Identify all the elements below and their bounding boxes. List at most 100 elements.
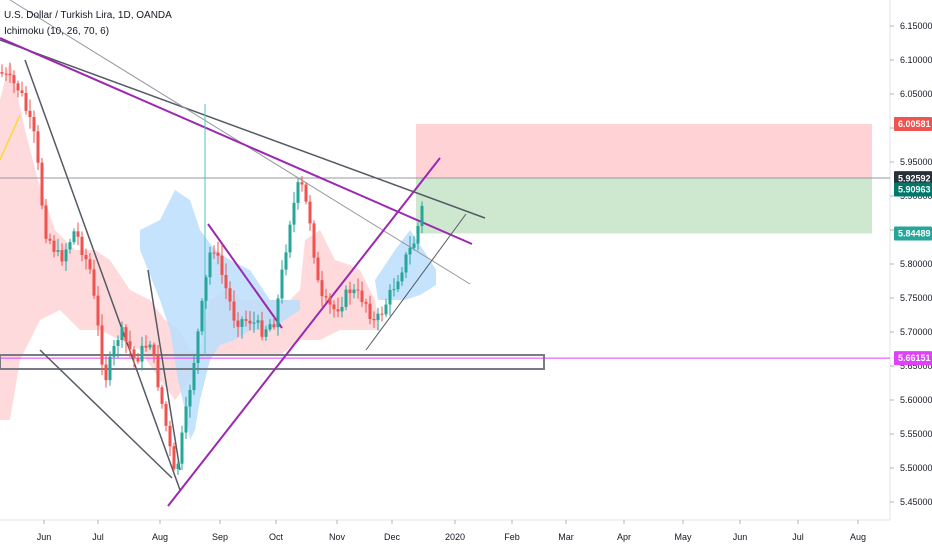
candle-body [276, 298, 280, 328]
candle [96, 285, 100, 337]
candle-body [164, 403, 168, 426]
candle [372, 311, 376, 328]
candle [420, 201, 424, 234]
candle [156, 345, 160, 391]
y-tick-label: 5.55000 [900, 429, 932, 439]
candle [164, 401, 168, 432]
candle-body [116, 339, 120, 347]
candle [260, 311, 264, 341]
x-tick-label: Jun [37, 532, 52, 542]
candle [220, 244, 224, 284]
candle-body [136, 357, 140, 362]
candle-body [32, 117, 36, 132]
candle-body [188, 390, 192, 407]
candle-body [28, 110, 32, 118]
candle-body [180, 432, 184, 464]
falling-wedge-upper [24, 59, 181, 491]
candle [276, 294, 280, 336]
candle-body [0, 72, 4, 74]
candle [212, 245, 216, 259]
candle [116, 335, 120, 358]
candle [300, 176, 304, 192]
candle [296, 178, 300, 210]
candle [36, 125, 40, 171]
candle [364, 298, 368, 313]
price-label-bg [894, 351, 932, 366]
price-label-text: 5.66151 [898, 353, 931, 363]
x-tick-label: Feb [504, 532, 520, 542]
candle [132, 346, 136, 368]
price-label: 6.00581 [894, 117, 932, 132]
falling-wedge-lower [39, 349, 173, 479]
candle-body [412, 243, 416, 248]
y-tick-label: 5.95000 [900, 157, 932, 167]
candle-body [388, 289, 392, 305]
candle-body [284, 252, 288, 270]
candle [24, 86, 28, 115]
candle-body [132, 349, 136, 358]
candle-body [208, 252, 212, 278]
candle-body [212, 252, 216, 254]
candle-body [92, 269, 96, 296]
risk-zone [416, 178, 872, 234]
candle-body [248, 320, 252, 324]
candle [176, 460, 180, 475]
candle-body [268, 324, 272, 330]
candle-body [420, 205, 424, 226]
y-tick-label: 6.05000 [900, 89, 932, 99]
candle [216, 241, 220, 265]
candle [144, 335, 148, 352]
price-label-bg [894, 226, 932, 241]
x-tick-label: Aug [152, 532, 168, 542]
candle [388, 284, 392, 316]
candle [28, 99, 32, 129]
candle-body [12, 75, 16, 84]
candle-body [232, 301, 236, 321]
candle-body [260, 320, 264, 337]
candle-body [16, 83, 20, 91]
candle [404, 251, 408, 278]
x-tick-label: Mar [558, 532, 574, 542]
candle-body [224, 274, 228, 289]
candle [312, 220, 316, 264]
candle-body [292, 202, 296, 225]
candle-body [52, 240, 56, 252]
price-label-text: 5.84489 [898, 228, 931, 238]
candle-body [140, 345, 144, 362]
candle-body [124, 327, 128, 342]
candle-body [200, 300, 204, 332]
candle-body [340, 306, 344, 312]
x-tick-label: 2020 [445, 532, 465, 542]
candle [140, 336, 144, 371]
candle-body [156, 355, 160, 388]
candle-body [168, 425, 172, 447]
candle-body [80, 236, 84, 256]
x-tick-label: Apr [617, 532, 631, 542]
candle [80, 231, 84, 262]
candle-body [148, 344, 152, 348]
candle [352, 284, 356, 299]
candle-body [300, 182, 304, 185]
candle [204, 274, 208, 309]
candle [4, 67, 8, 81]
candle-body [360, 290, 364, 303]
candle [396, 275, 400, 293]
candle [380, 306, 384, 322]
candle [44, 198, 48, 244]
candle-body [4, 73, 8, 75]
candle-body [308, 201, 312, 224]
candle [160, 384, 164, 409]
candle [104, 356, 108, 388]
candle [152, 342, 156, 363]
candle-body [120, 327, 124, 340]
candle-body [228, 288, 232, 302]
candle [412, 236, 416, 251]
candle [184, 396, 188, 440]
candle [376, 307, 380, 331]
candle [304, 182, 308, 205]
candle-body [96, 295, 100, 326]
candle [128, 330, 132, 358]
